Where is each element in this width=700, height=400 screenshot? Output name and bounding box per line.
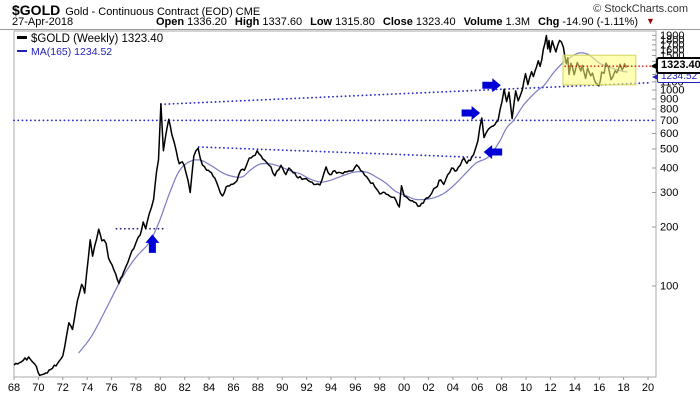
x-axis-label: 84 xyxy=(203,382,215,394)
x-axis-label: 74 xyxy=(81,382,93,394)
x-axis-label: 86 xyxy=(227,382,239,394)
x-axis-label: 10 xyxy=(520,382,532,394)
y-axis-label: 1000 xyxy=(660,85,684,97)
trendline-falling-line-from-1983-peak xyxy=(197,146,484,159)
open-value: 1336.20 xyxy=(187,16,227,28)
quote-date: 27-Apr-2018 xyxy=(12,16,74,28)
change-down-triangle-icon: ▼ xyxy=(646,16,655,26)
open-label: Open xyxy=(156,16,185,28)
high-value: 1337.60 xyxy=(262,16,303,28)
y-axis-label: 1600 xyxy=(660,44,684,56)
x-axis-label: 82 xyxy=(179,382,191,394)
quote-high: High 1337.60 xyxy=(235,16,302,28)
x-axis-label: 80 xyxy=(154,382,166,394)
quote-change: Chg -14.90 (-1.11%) xyxy=(538,16,638,28)
x-axis-label: 76 xyxy=(105,382,117,394)
x-axis-label: 98 xyxy=(374,382,386,394)
quote-volume: Volume 1.3M xyxy=(464,16,530,28)
x-axis-label: 72 xyxy=(57,382,69,394)
y-axis-label: 900 xyxy=(660,93,678,105)
change-label: Chg xyxy=(538,16,560,28)
price-legend-label: $GOLD (Weekly) 1323.40 xyxy=(31,33,164,45)
arrow-up-icon xyxy=(145,234,160,253)
y-axis-label: 800 xyxy=(660,103,678,115)
x-axis-label: 96 xyxy=(349,382,361,394)
x-axis-label: 70 xyxy=(32,382,44,394)
y-axis-label: 500 xyxy=(660,144,678,156)
y-axis-label: 200 xyxy=(660,221,678,233)
symbol: $GOLD xyxy=(12,2,61,18)
ma-legend-label: MA(165) 1234.52 xyxy=(31,46,113,58)
x-axis-label: 06 xyxy=(471,382,483,394)
x-axis-label: 94 xyxy=(325,382,337,394)
gold-price-line xyxy=(13,34,628,377)
ma-line xyxy=(78,52,628,354)
low-label: Low xyxy=(310,16,333,28)
x-axis-label: 20 xyxy=(642,382,654,394)
instrument-title: Gold - Continuous Contract (EOD) CME xyxy=(65,6,261,18)
x-axis-label: 92 xyxy=(300,382,312,394)
volume-value: 1.3M xyxy=(505,16,530,28)
x-axis-label: 12 xyxy=(544,382,556,394)
quote-row: 27-Apr-2018 Open 1336.20 High 1337.60 Low 1315… xyxy=(12,16,692,28)
x-axis-label: 88 xyxy=(252,382,264,394)
arrow-right-icon xyxy=(482,78,501,93)
price-legend-row: $GOLD (Weekly) 1323.40 xyxy=(17,33,163,45)
chart-legend: $GOLD (Weekly) 1323.40 MA(165) 1234.52 xyxy=(17,33,163,58)
x-axis-label: 14 xyxy=(569,382,581,394)
x-axis-label: 68 xyxy=(8,382,20,394)
x-axis-label: 04 xyxy=(447,382,459,394)
y-axis-label: 100 xyxy=(660,281,678,293)
x-axis-label: 08 xyxy=(496,382,508,394)
highlight-box xyxy=(562,54,637,86)
x-axis-label: 02 xyxy=(422,382,434,394)
ma-series-swatch-icon xyxy=(17,50,27,53)
trendline-rising-line-from-1980-peak xyxy=(160,81,653,106)
x-axis-label: 16 xyxy=(593,382,605,394)
x-axis-label: 78 xyxy=(130,382,142,394)
high-label: High xyxy=(234,16,260,28)
y-axis-label: 1700 xyxy=(660,39,684,51)
y-axis-label: 600 xyxy=(660,128,678,140)
x-axis-label: 18 xyxy=(617,382,629,394)
y-axis-label: 700 xyxy=(660,115,678,127)
stockcharts-credit: © StockCharts.com xyxy=(593,3,688,15)
plot-border xyxy=(13,30,657,378)
chart-header: $GOLD Gold - Continuous Contract (EOD) CM… xyxy=(0,0,700,30)
y-axis-label: 300 xyxy=(660,187,678,199)
arrow-left-icon xyxy=(483,144,503,159)
title-row: $GOLD Gold - Continuous Contract (EOD) CM… xyxy=(12,2,688,20)
last-price-axis-label: 1323.40 xyxy=(651,57,700,75)
y-axis-label: 1800 xyxy=(660,34,684,46)
y-axis-label: 400 xyxy=(660,162,678,174)
quote-open: Open 1336.20 xyxy=(156,16,227,28)
arrow-right-icon xyxy=(461,106,481,121)
volume-label: Volume xyxy=(463,16,503,28)
x-axis-label: 90 xyxy=(276,382,288,394)
y-axis-label: 1900 xyxy=(660,30,684,42)
close-value: 1323.40 xyxy=(415,16,456,28)
ma-legend-row: MA(165) 1234.52 xyxy=(17,46,163,58)
quote-close: Close 1323.40 xyxy=(383,16,456,28)
price-series-swatch-icon xyxy=(17,36,27,40)
change-value: -14.90 (-1.11%) xyxy=(562,16,638,28)
low-value: 1315.80 xyxy=(335,16,375,28)
x-axis-label: 00 xyxy=(398,382,410,394)
quote-low: Low 1315.80 xyxy=(310,16,375,28)
close-label: Close xyxy=(382,16,413,28)
